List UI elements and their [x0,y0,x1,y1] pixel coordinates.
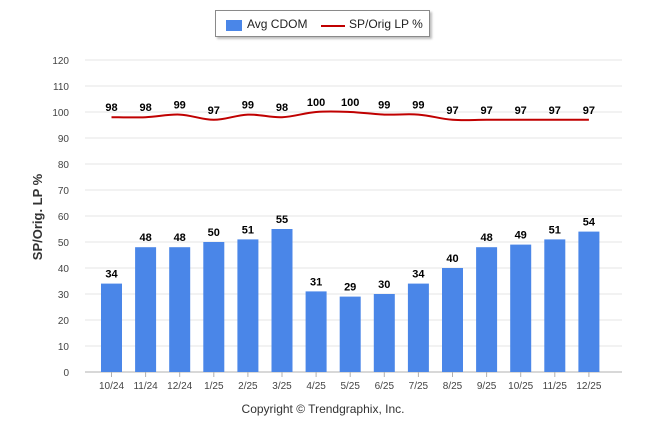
line-value-label: 97 [208,105,220,117]
bar-value-label: 48 [139,232,151,244]
y-axis-title: SP/Orig. LP % [30,173,45,260]
x-tick-label: 2/25 [238,381,258,392]
bar-value-label: 49 [515,230,527,242]
line-value-label: 97 [446,105,458,117]
bar [407,283,429,372]
x-tick-label: 12/25 [576,381,601,392]
y-tick-label: 120 [52,56,69,67]
bar [203,242,225,372]
x-tick-label: 6/25 [375,381,395,392]
bar-data-labels: 34 48 48 50 51 55 31 29 30 34 40 48 49 51 54 [105,214,596,294]
y-tick-label: 0 [63,368,69,379]
line-series [111,110,589,122]
bar-series [101,229,600,372]
legend-label-sp-orig-lp: SP/Orig LP % [349,17,423,31]
bar [544,239,566,372]
y-tick-label: 30 [58,290,70,301]
x-tick-label: 10/25 [508,381,533,392]
bar-value-label: 34 [412,269,425,281]
bar-value-label: 48 [480,232,492,244]
line-value-label: 100 [307,97,325,109]
y-tick-label: 40 [58,264,70,275]
y-tick-label: 100 [52,108,69,119]
bar-value-label: 34 [105,269,118,281]
line-value-label: 98 [139,102,151,114]
bar [305,291,327,372]
copyright-text: Copyright © Trendgraphix, Inc. [241,402,405,416]
line-value-label: 99 [242,100,254,112]
x-tick-label: 12/24 [167,381,192,392]
bar-value-label: 51 [549,224,561,236]
bar-value-label: 51 [242,224,254,236]
bar [237,239,259,372]
line-value-label: 98 [105,102,117,114]
legend-label-avg-cdom: Avg CDOM [247,17,308,31]
bar-value-label: 50 [208,227,220,239]
line-value-label: 99 [174,100,186,112]
bar [135,247,157,372]
x-tick-label: 5/25 [340,381,360,392]
bar [578,231,600,372]
bar-value-label: 30 [378,279,390,291]
bar [476,247,498,372]
x-tick-label: 1/25 [204,381,224,392]
bar-value-label: 54 [583,217,596,229]
bar [339,296,361,372]
bar [373,294,395,372]
bar-value-label: 48 [174,232,186,244]
y-tick-label: 110 [53,82,69,93]
line-value-label: 100 [341,97,359,109]
x-tick-label: 7/25 [409,381,429,392]
y-tick-label: 80 [58,160,70,171]
line-path [111,110,589,122]
y-tick-label: 90 [58,134,70,145]
y-tick-label: 10 [58,342,70,353]
y-tick-label: 20 [58,316,70,327]
line-value-label: 99 [412,100,424,112]
line-value-label: 98 [276,102,288,114]
x-tick-label: 11/25 [543,381,568,392]
line-data-labels: 98 98 99 97 99 98 100 100 99 99 97 97 97 97 97 [105,97,595,117]
bar [510,244,532,372]
y-tick-label: 50 [58,238,70,249]
bar-value-label: 31 [310,276,322,288]
bar-value-label: 29 [344,282,356,294]
x-tick-label: 4/25 [306,381,326,392]
line-value-label: 97 [583,105,595,117]
x-tick-label: 8/25 [443,381,463,392]
x-axis-ticks: 10/24 11/24 12/24 1/25 2/25 3/25 4/25 5/25 6/25 7… [99,372,602,392]
legend: Avg CDOM SP/Orig LP % [215,10,430,37]
legend-swatch-line [321,25,345,27]
legend-swatch-bar [226,20,242,31]
line-value-label: 99 [378,100,390,112]
line-value-label: 97 [480,105,492,117]
x-tick-label: 9/25 [477,381,497,392]
line-value-label: 97 [549,105,561,117]
bar-value-label: 55 [276,214,288,226]
bar [271,229,293,372]
x-tick-label: 3/25 [272,381,292,392]
bar [169,247,191,372]
bar [101,283,122,372]
bar-value-label: 40 [446,253,458,265]
line-value-label: 97 [515,105,527,117]
y-axis-ticks: 0 10 20 30 40 50 60 70 80 90 100 110 120 [52,56,69,379]
x-tick-label: 11/24 [133,381,158,392]
bar [442,268,463,372]
y-tick-label: 70 [58,186,70,197]
y-tick-label: 60 [58,212,70,223]
x-tick-label: 10/24 [99,381,124,392]
